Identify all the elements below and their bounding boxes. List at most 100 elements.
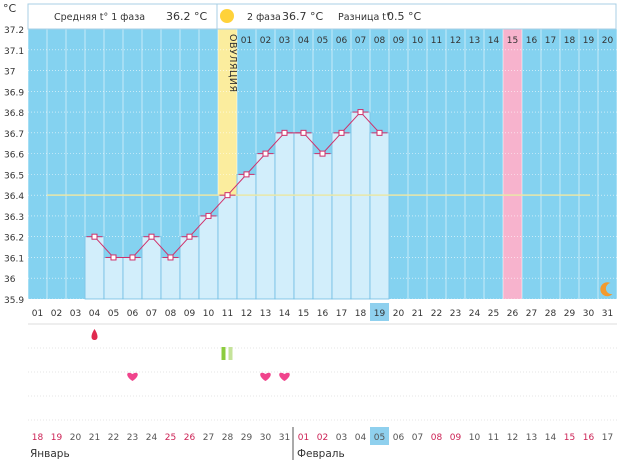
test-strip-icon: [221, 347, 226, 360]
calendar-date-label: 20: [70, 433, 82, 443]
heart-icon: [127, 372, 138, 381]
highlight-day-column: [503, 29, 522, 299]
phase2-day-label: 17: [545, 36, 556, 46]
temperature-point: [148, 233, 155, 240]
calendar-date-label: 24: [146, 433, 158, 443]
cycle-day-label: 10: [203, 309, 215, 319]
temperature-point: [338, 129, 345, 136]
temperature-bar: [217, 194, 238, 300]
calendar-date-label: 10: [469, 433, 481, 443]
cycle-day-label: 13: [260, 309, 271, 319]
temperature-bar: [179, 236, 200, 300]
phase2-day-label: 15: [507, 36, 518, 46]
temperature-point: [281, 129, 288, 136]
temperature-polyline: [94, 111, 380, 259]
axis-labels: 35.9 36 36.1 36.2 36.3 36.4 36.5 36.6 36.7 36.8 36…: [4, 26, 617, 460]
header-box: [27, 3, 617, 30]
temperature-bar: [331, 132, 352, 300]
y-tick-label: 37.2: [4, 26, 24, 36]
temperature-point: [243, 171, 250, 178]
temperature-point: [319, 150, 326, 157]
calendar-date-label: 11: [488, 433, 499, 443]
calendar-date-label: 03: [336, 433, 347, 443]
temperature-bars: [84, 111, 390, 300]
phase2-day-label: 19: [583, 36, 595, 46]
drop-icon: [91, 329, 98, 340]
cycle-day-label: 28: [545, 309, 557, 319]
temperature-point: [262, 150, 269, 157]
calendar-date-label: 07: [412, 433, 423, 443]
cycle-day-label: 05: [108, 309, 119, 319]
y-tick-label: 36.8: [4, 109, 24, 119]
cycle-day-label: 17: [336, 309, 347, 319]
temperature-bar: [160, 257, 181, 300]
calendar-date-label: 01: [298, 433, 309, 443]
phase2-day-label: 16: [526, 36, 538, 46]
calendar-date-label: 19: [51, 433, 63, 443]
heart-icon: [279, 372, 290, 381]
phase2-day-label: 18: [564, 36, 576, 46]
temperature-point: [167, 254, 174, 261]
phase2-day-label: 08: [374, 36, 386, 46]
phase1-value: 36.2 °C: [166, 10, 207, 23]
cycle-day-label: 18: [355, 309, 367, 319]
temperature-bar: [350, 111, 371, 300]
phase2-day-label: 03: [279, 36, 290, 46]
calendar-date-label: 08: [431, 433, 443, 443]
cycle-day-label: 26: [507, 309, 519, 319]
cycle-day-label: 09: [184, 309, 196, 319]
calendar-date-label: 04: [355, 433, 367, 443]
cycle-day-label: 23: [450, 309, 461, 319]
phase2-day-label: 20: [602, 36, 614, 46]
phase2-day-label: 02: [260, 36, 271, 46]
cycle-day-label: 21: [412, 309, 423, 319]
calendar-date-label: 21: [89, 433, 100, 443]
cycle-day-label: 07: [146, 309, 157, 319]
phase2-day-label: 05: [317, 36, 328, 46]
cycle-day-label: 29: [564, 309, 576, 319]
phase2-day-label: 04: [298, 36, 310, 46]
calendar-date-label: 18: [32, 433, 44, 443]
cycle-day-label: 19: [374, 309, 386, 319]
phase2-day-label: 14: [488, 36, 500, 46]
cycle-day-label: 31: [602, 309, 613, 319]
cycle-day-label: 01: [32, 309, 43, 319]
calendar-date-label: 31: [279, 433, 290, 443]
calendar-date-label: 23: [127, 433, 138, 443]
cycle-day-label: 06: [127, 309, 139, 319]
calendar-date-label: 25: [165, 433, 176, 443]
phase2-day-label: 10: [412, 36, 424, 46]
cycle-day-label: 14: [279, 309, 291, 319]
current-date-highlight: [370, 427, 389, 445]
heart-icon: [260, 372, 271, 381]
month-label-february: Февраль: [297, 448, 345, 460]
cycle-day-label: 24: [469, 309, 481, 319]
ovulation-label: ОВУЛЯЦИЯ: [227, 34, 238, 93]
calendar-date-label: 09: [450, 433, 462, 443]
temperature-point: [357, 109, 364, 116]
moon-icon: [600, 282, 613, 297]
phase1-label: Средняя t° 1 фаза: [54, 12, 145, 23]
y-tick-label: 37: [4, 68, 15, 78]
calendar-date-label: 27: [203, 433, 214, 443]
y-tick-label: 37.1: [4, 47, 24, 57]
calendar-date-label: 26: [184, 433, 196, 443]
temperature-bar: [84, 236, 105, 300]
calendar-date-label: 29: [241, 433, 253, 443]
phase2-day-label: 06: [336, 36, 348, 46]
calendar-date-label: 22: [108, 433, 119, 443]
phase2-day-label: 13: [469, 36, 480, 46]
calendar-date-label: 28: [222, 433, 234, 443]
temperature-bar: [274, 132, 295, 300]
y-tick-label: 36.5: [4, 171, 24, 181]
temperature-bar: [198, 215, 219, 300]
phase2-day-label: 01: [241, 36, 252, 46]
temperature-point: [129, 254, 136, 261]
cycle-day-label: 22: [431, 309, 442, 319]
cycle-day-label: 04: [89, 309, 101, 319]
calendar-date-label: 16: [583, 433, 595, 443]
cycle-day-label: 27: [526, 309, 537, 319]
y-tick-label: 36.7: [4, 130, 24, 140]
cycle-day-label: 12: [241, 309, 252, 319]
